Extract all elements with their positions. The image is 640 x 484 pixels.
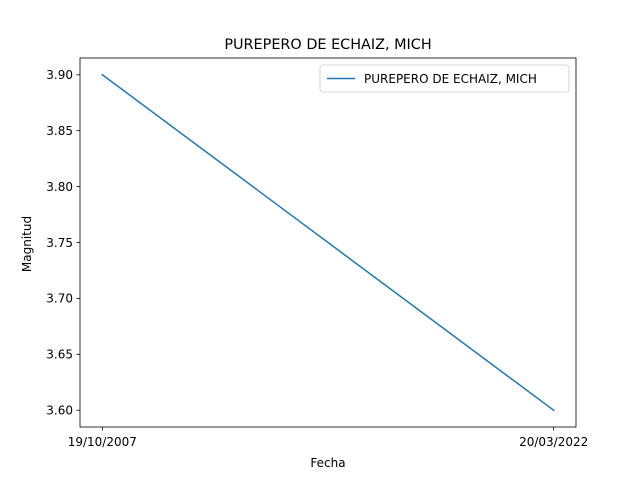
y-tick-label: 3.90 [46, 68, 73, 82]
y-tick-label: 3.75 [46, 236, 73, 250]
y-tick-label: 3.60 [46, 404, 73, 418]
y-tick-label: 3.70 [46, 292, 73, 306]
legend-label: PUREPERO DE ECHAIZ, MICH [364, 72, 537, 86]
axes-frame [79, 57, 577, 428]
y-axis-label: Magnitud [20, 216, 34, 272]
y-tick-label: 3.80 [46, 180, 73, 194]
x-tick-label: 20/03/2022 [519, 435, 588, 449]
chart-title: PUREPERO DE ECHAIZ, MICH [224, 37, 431, 53]
legend: PUREPERO DE ECHAIZ, MICH [319, 64, 570, 93]
plot-area: 3.60 3.65 3.70 3.75 3.80 3.85 3.90 19/10/2007 20… [46, 57, 588, 449]
series-line [101, 73, 555, 412]
x-axis-label: Fecha [310, 456, 345, 470]
x-tick-label: 19/10/2007 [68, 435, 137, 449]
y-tick-label: 3.85 [46, 124, 73, 138]
y-tick-label: 3.65 [46, 348, 73, 362]
data-point [552, 409, 555, 411]
data-point [101, 74, 104, 76]
legend-box [319, 64, 570, 93]
